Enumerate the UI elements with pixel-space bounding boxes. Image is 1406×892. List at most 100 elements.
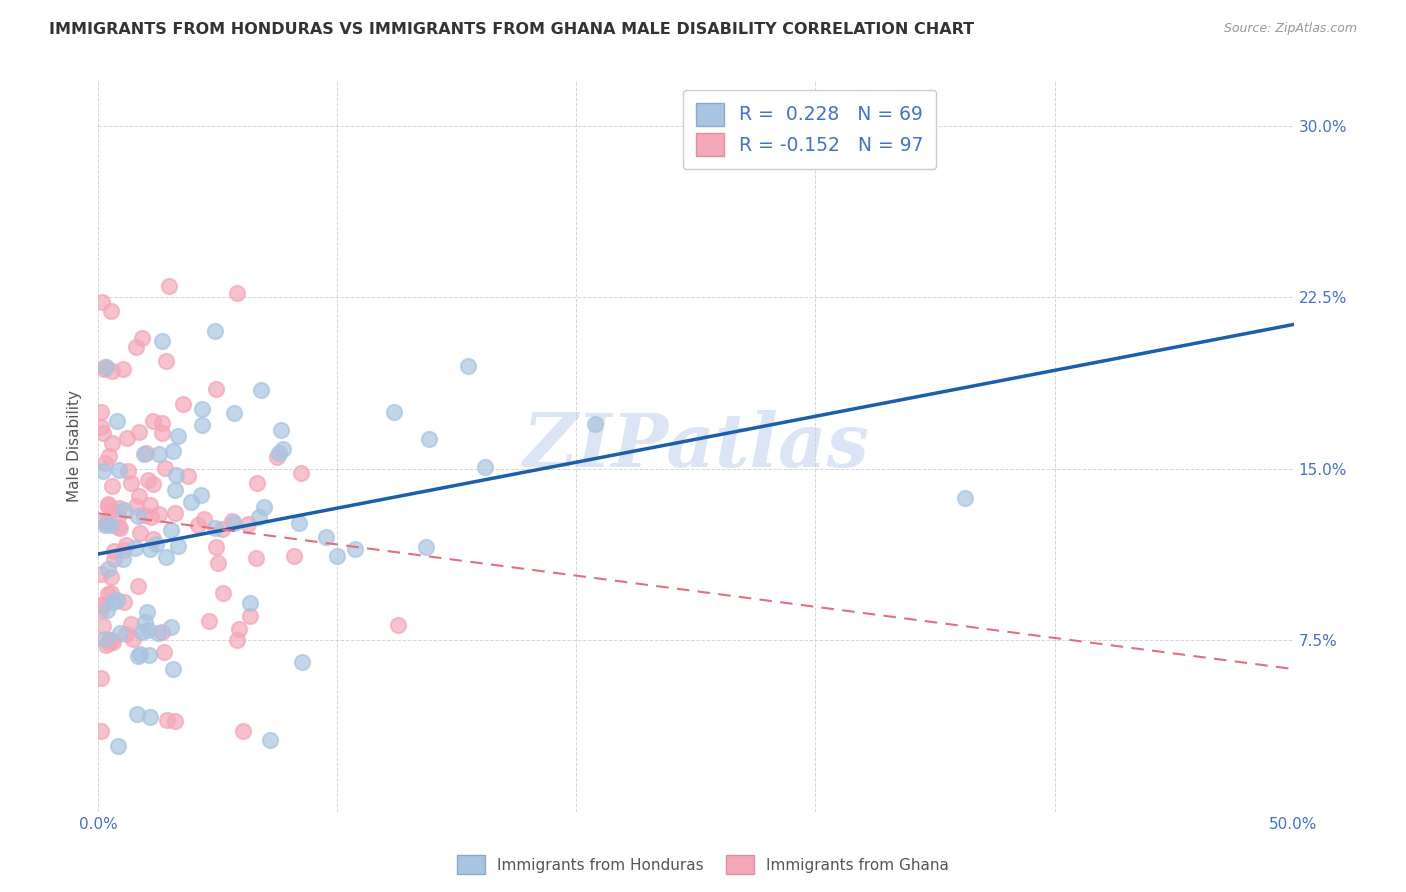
Point xyxy=(96,562,118,576)
Point xyxy=(180,495,202,509)
Point xyxy=(259,733,281,747)
Point xyxy=(97,499,120,513)
Point xyxy=(418,432,440,446)
Point xyxy=(97,636,120,650)
Point xyxy=(136,605,159,619)
Point xyxy=(97,497,120,511)
Y-axis label: Male Disability: Male Disability xyxy=(67,390,83,502)
Point xyxy=(204,521,226,535)
Text: IMMIGRANTS FROM HONDURAS VS IMMIGRANTS FROM GHANA MALE DISABILITY CORRELATION CH: IMMIGRANTS FROM HONDURAS VS IMMIGRANTS F… xyxy=(49,22,974,37)
Point xyxy=(187,518,209,533)
Point xyxy=(177,468,200,483)
Point xyxy=(115,431,138,445)
Point xyxy=(108,626,131,640)
Point xyxy=(191,418,214,433)
Point xyxy=(583,417,606,431)
Point xyxy=(90,724,112,739)
Point xyxy=(205,540,228,554)
Point xyxy=(138,648,160,662)
Point xyxy=(211,586,233,600)
Point xyxy=(271,442,294,457)
Point xyxy=(135,445,157,459)
Point xyxy=(108,501,131,516)
Point xyxy=(152,334,174,348)
Point xyxy=(125,706,148,721)
Point xyxy=(103,543,125,558)
Point xyxy=(387,617,409,632)
Point xyxy=(148,508,170,522)
Point xyxy=(90,671,112,685)
Point xyxy=(315,530,337,544)
Point xyxy=(124,541,146,555)
Point xyxy=(125,340,148,354)
Point xyxy=(142,414,165,428)
Point xyxy=(228,622,250,636)
Point xyxy=(127,579,149,593)
Point xyxy=(129,648,152,662)
Point xyxy=(97,587,120,601)
Point xyxy=(122,632,145,647)
Point xyxy=(222,406,245,420)
Point xyxy=(120,616,142,631)
Point xyxy=(159,620,181,634)
Point xyxy=(193,512,215,526)
Point xyxy=(93,360,115,375)
Point xyxy=(269,446,291,460)
Point xyxy=(96,603,118,617)
Point xyxy=(474,460,496,475)
Point xyxy=(127,648,149,663)
Point xyxy=(146,626,169,640)
Point xyxy=(131,624,153,639)
Point xyxy=(226,633,249,648)
Point xyxy=(114,627,136,641)
Point xyxy=(101,502,124,516)
Point xyxy=(191,402,214,417)
Point xyxy=(226,285,249,300)
Point xyxy=(270,423,292,437)
Point xyxy=(100,632,122,647)
Point xyxy=(120,476,142,491)
Point xyxy=(90,598,112,612)
Point xyxy=(162,662,184,676)
Point xyxy=(90,405,112,419)
Point xyxy=(105,414,128,428)
Point xyxy=(145,536,167,550)
Point xyxy=(127,508,149,523)
Point xyxy=(131,330,153,344)
Point xyxy=(136,473,159,487)
Text: ZIPatlas: ZIPatlas xyxy=(523,409,869,483)
Point xyxy=(166,539,188,553)
Point xyxy=(90,567,112,582)
Point xyxy=(108,463,131,477)
Text: Source: ZipAtlas.com: Source: ZipAtlas.com xyxy=(1223,22,1357,36)
Point xyxy=(150,426,173,441)
Point xyxy=(128,425,150,439)
Point xyxy=(148,447,170,461)
Point xyxy=(101,634,124,648)
Point xyxy=(90,420,112,434)
Point xyxy=(343,541,366,556)
Point xyxy=(245,550,267,565)
Point xyxy=(100,479,122,493)
Legend: R =  0.228   N = 69, R = -0.152   N = 97: R = 0.228 N = 69, R = -0.152 N = 97 xyxy=(682,90,936,169)
Point xyxy=(103,594,125,608)
Point xyxy=(96,360,118,375)
Point xyxy=(98,633,121,648)
Point xyxy=(152,416,174,430)
Point xyxy=(100,585,122,599)
Point xyxy=(153,645,176,659)
Point xyxy=(252,500,274,515)
Point xyxy=(112,542,135,557)
Point xyxy=(239,608,262,623)
Point xyxy=(291,655,314,669)
Point xyxy=(457,359,479,373)
Point xyxy=(94,517,117,532)
Point xyxy=(96,515,118,529)
Point xyxy=(100,518,122,533)
Point xyxy=(101,436,124,450)
Point xyxy=(117,464,139,478)
Point xyxy=(94,638,117,652)
Point xyxy=(139,498,162,512)
Point xyxy=(111,362,134,376)
Point xyxy=(107,510,129,524)
